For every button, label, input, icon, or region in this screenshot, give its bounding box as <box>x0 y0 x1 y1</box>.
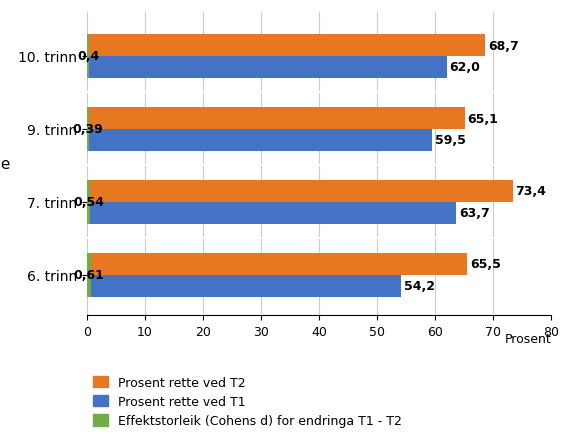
Y-axis label: Alle: Alle <box>0 157 12 172</box>
Text: 73,4: 73,4 <box>516 185 546 198</box>
Text: 65,1: 65,1 <box>467 112 498 125</box>
Text: Prosent: Prosent <box>504 332 551 345</box>
Bar <box>87 130 432 152</box>
Bar <box>87 254 90 297</box>
Text: 54,2: 54,2 <box>404 280 435 293</box>
Bar <box>87 35 485 57</box>
Bar <box>87 180 90 224</box>
Text: 63,7: 63,7 <box>459 207 490 220</box>
Legend: Prosent rette ved T2, Prosent rette ved T1, Effektstorleik (Cohens d) for endrin: Prosent rette ved T2, Prosent rette ved … <box>93 376 402 427</box>
Text: 0,61: 0,61 <box>73 269 104 282</box>
Text: 0,4: 0,4 <box>77 50 99 64</box>
Text: 59,5: 59,5 <box>435 134 466 147</box>
Bar <box>87 254 467 276</box>
Bar <box>87 108 465 130</box>
Bar <box>87 202 456 224</box>
Text: 68,7: 68,7 <box>488 39 519 53</box>
Bar <box>87 57 447 79</box>
Text: 65,5: 65,5 <box>470 258 501 271</box>
Bar <box>87 108 89 152</box>
Text: 0,39: 0,39 <box>72 123 103 136</box>
Bar <box>87 180 513 202</box>
Text: 62,0: 62,0 <box>450 61 480 74</box>
Bar <box>87 276 401 297</box>
Text: 0,54: 0,54 <box>73 196 104 209</box>
Bar <box>87 35 89 79</box>
